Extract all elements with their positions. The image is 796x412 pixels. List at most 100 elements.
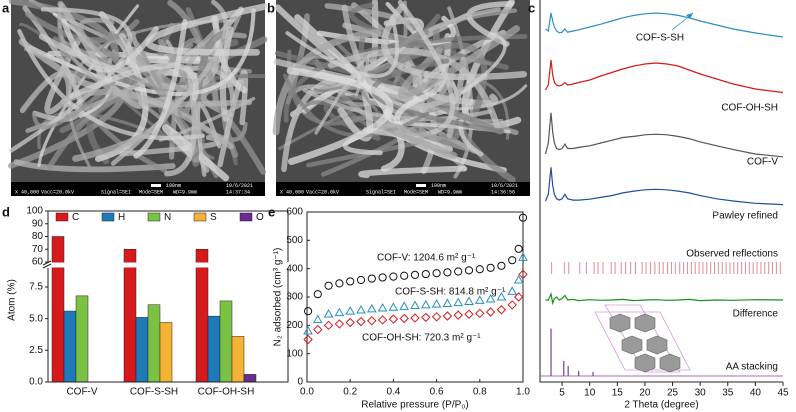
marker (388, 314, 399, 324)
marker (367, 274, 376, 283)
sem-info: 10/6/2021 (226, 183, 253, 189)
y-tick-label: 0 (297, 377, 303, 388)
fiber (68, 62, 199, 102)
panel-label: d (2, 204, 10, 219)
bar (195, 249, 209, 383)
x-tick-label: 25 (667, 388, 679, 399)
y-axis-title: Atom (%) (7, 279, 18, 321)
marker (410, 313, 420, 323)
scale-bar-label: 100nm (166, 183, 181, 189)
x-tick-label: 0.4 (386, 387, 400, 398)
x-tick-label: 10 (584, 388, 596, 399)
marker (346, 277, 355, 286)
marker (400, 271, 409, 280)
crystal-inset (594, 304, 691, 373)
legend-swatch (239, 212, 253, 222)
sem-info: 14:37:34 (226, 189, 250, 195)
fiber (272, 29, 382, 136)
sem-image: 100nm X 40,000 Vacc=20.0kV Signal=SEI Mode=S… (272, 0, 530, 196)
marker (334, 307, 345, 317)
fiber (44, 37, 82, 115)
bar (159, 322, 173, 383)
fiber (19, 71, 72, 114)
marker (323, 308, 334, 318)
marker (421, 312, 431, 323)
marker (366, 303, 377, 313)
y-tick-label: 7.5 (29, 282, 43, 293)
marker (313, 290, 322, 299)
bar (51, 236, 65, 383)
bar (75, 295, 89, 383)
marker (399, 301, 410, 310)
marker (388, 302, 399, 311)
bar (207, 315, 221, 383)
y-tick-label: 0.0 (29, 377, 43, 388)
fiber (13, 159, 176, 173)
fiber (139, 96, 253, 108)
trace-label: COF-S-SH (636, 33, 684, 44)
x-tick-label: 20 (639, 388, 651, 399)
x-tick-label: 45 (777, 388, 789, 399)
y-tick-label: 80 (32, 231, 44, 242)
x-tick-label: 30 (695, 388, 707, 399)
fiber (381, 3, 528, 81)
x-tick-label: 40 (750, 388, 762, 399)
fiber (32, 80, 116, 130)
trace-label: COF-OH-SH (721, 103, 778, 114)
trace (544, 167, 784, 206)
legend-swatch (55, 212, 69, 222)
marker (485, 307, 496, 317)
y-tick-label: 60 (32, 257, 44, 268)
marker (453, 310, 463, 320)
marker (486, 263, 495, 272)
marker (313, 324, 323, 335)
marker (454, 267, 463, 276)
x-tick-label: 0.2 (343, 387, 357, 398)
y-tick-label: 500 (286, 235, 303, 246)
marker (442, 311, 453, 321)
marker (518, 252, 528, 261)
fiber (61, 18, 159, 73)
fiber (348, 2, 509, 71)
marker (443, 268, 452, 277)
fiber (294, 14, 405, 172)
fiber (458, 98, 484, 157)
scale-bar (416, 184, 426, 187)
sem-info: 10/6/2021 (491, 183, 518, 189)
trace (544, 59, 784, 94)
x-tick-label: COF-S-SH (130, 387, 178, 398)
x-axis-title: 2 Theta (degree) (624, 400, 698, 411)
legend-label: C (72, 212, 79, 223)
legend-label: H (118, 212, 125, 223)
fiber (38, 32, 137, 74)
bar (63, 310, 77, 383)
marker (356, 275, 366, 285)
marker (507, 286, 518, 295)
y-tick-label: 90 (32, 218, 44, 229)
x-tick-label: COF-OH-SH (198, 387, 255, 398)
trace (545, 292, 784, 306)
x-tick-label: 0.0 (300, 387, 314, 398)
marker (442, 298, 453, 308)
sem-info: Mode=SEM (139, 189, 163, 195)
marker (323, 320, 334, 331)
trace (544, 112, 784, 158)
legend-swatch (193, 212, 207, 222)
sem-info: Vacc=20.0kV (306, 189, 339, 195)
fiber (288, 13, 310, 96)
sem-info: Signal=SEI (101, 189, 131, 195)
marker (420, 299, 431, 309)
marker (508, 256, 517, 265)
marker (496, 305, 507, 315)
marker (303, 325, 313, 335)
y-tick-label: 5.0 (29, 313, 43, 324)
axis-break-mark (42, 260, 52, 269)
marker (334, 319, 345, 329)
y-axis-title: N₂ adsorbed (cm³ g⁻¹) (273, 248, 284, 347)
marker (514, 244, 523, 253)
marker (464, 266, 474, 275)
axis-break-gap (42, 262, 290, 268)
y-tick-label: 2.5 (29, 345, 43, 356)
panel-label: b (267, 0, 275, 15)
info-bar (11, 182, 265, 196)
